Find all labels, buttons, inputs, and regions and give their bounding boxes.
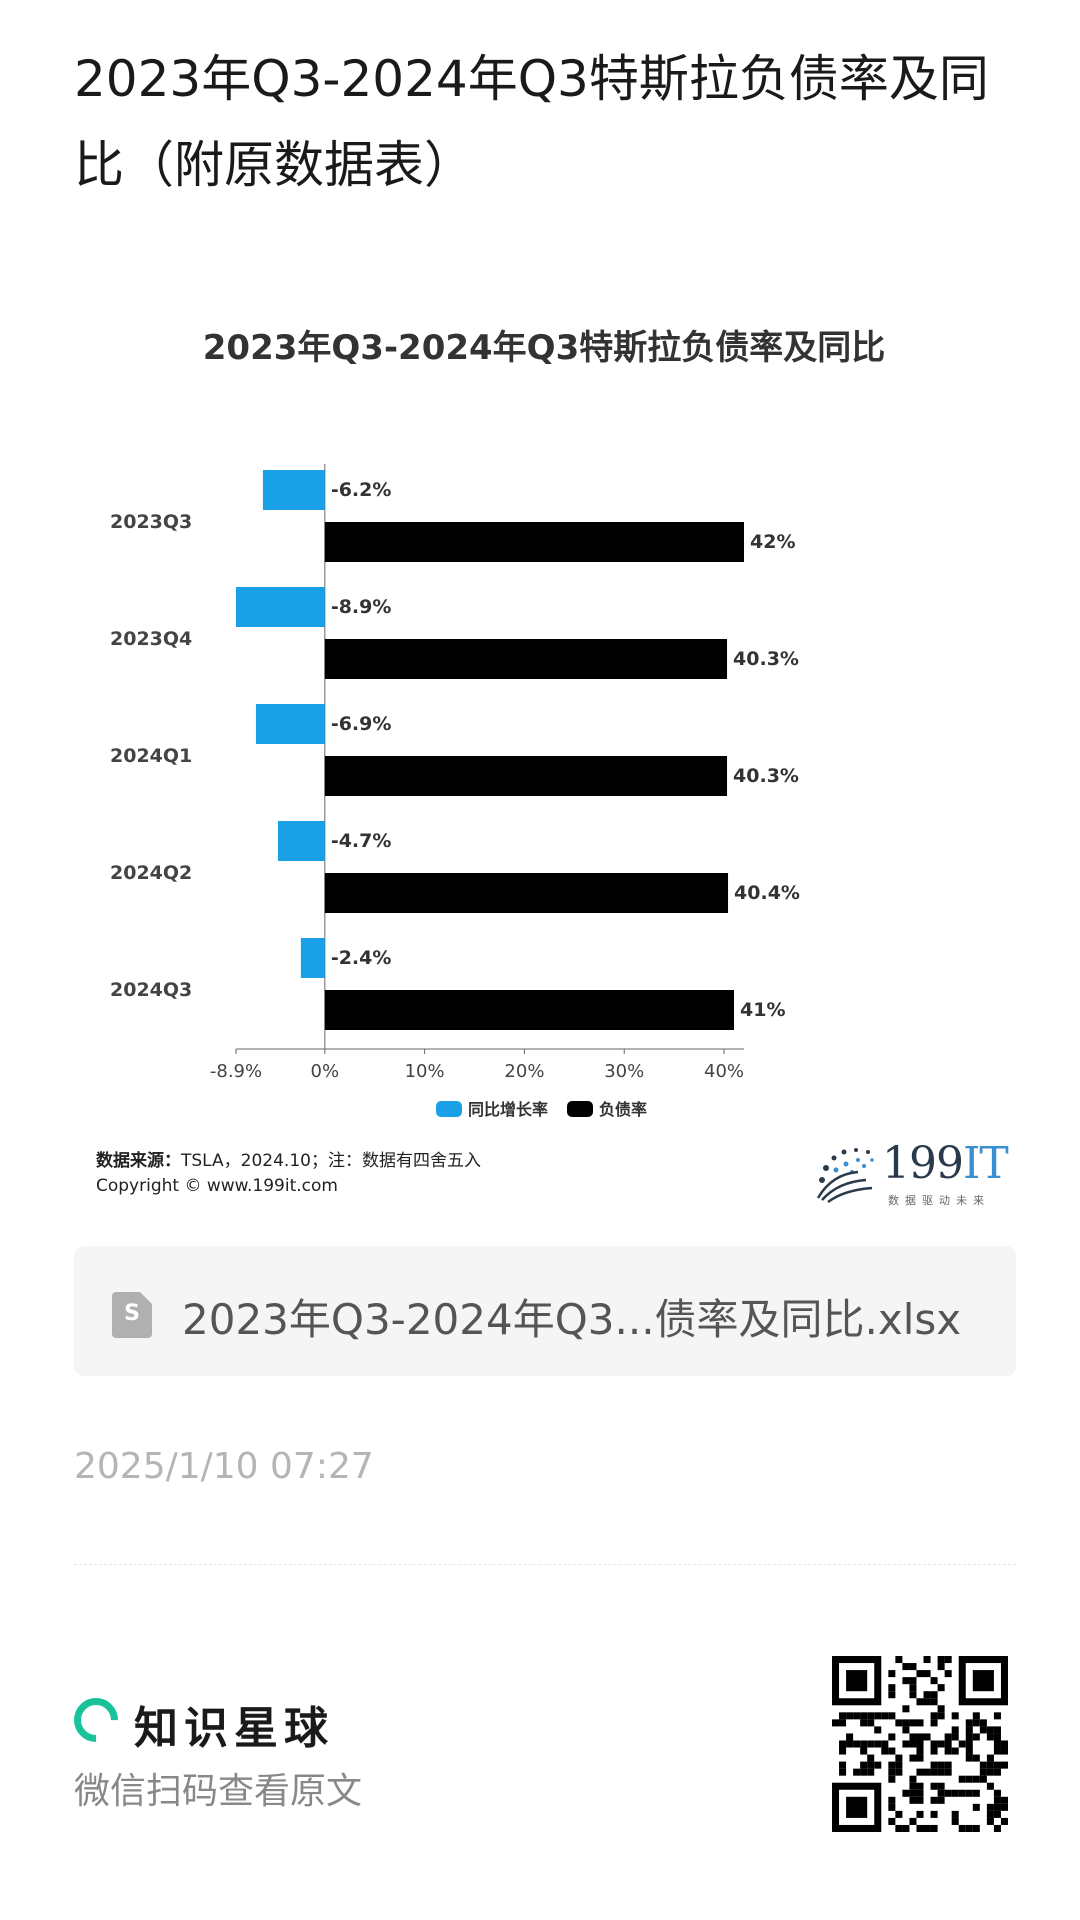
data-label: 40.4% [734, 882, 800, 904]
debt-ratio-bar [324, 990, 735, 1030]
data-source: 数据来源：TSLA，2024.10；注：数据有四舍五入 [96, 1146, 481, 1171]
data-label: 42% [750, 531, 795, 553]
copyright: Copyright © www.199it.com [96, 1176, 338, 1196]
chart-title: 2023年Q3-2024年Q3特斯拉负债率及同比 [202, 328, 886, 368]
divider [74, 1564, 1016, 1565]
data-source-text: TSLA，2024.10；注：数据有四舍五入 [181, 1151, 481, 1171]
yoy-bar [300, 938, 325, 978]
category-label: 2023Q4 [110, 628, 192, 650]
x-tick-label: 10% [405, 1061, 445, 1082]
debt-ratio-bar [324, 873, 729, 913]
data-label: -6.2% [331, 479, 392, 501]
publish-timestamp: 2025/1/10 07:27 [74, 1446, 374, 1487]
chart-card: 2023年Q3-2024年Q3特斯拉负债率及同比 2023Q3 -6.2% 42% 2… [74, 300, 1014, 1220]
spreadsheet-file-icon: S [112, 1292, 152, 1338]
logo-199it: 199IT 数据驱动未来 [812, 1134, 1009, 1210]
legend-swatch-yoy [436, 1101, 462, 1117]
qr-code-icon[interactable] [832, 1656, 1008, 1832]
logo-tagline: 数据驱动未来 [888, 1194, 990, 1207]
logo-text: 199IT [882, 1138, 1009, 1189]
legend-label: 负债率 [599, 1100, 647, 1119]
attachment-file-card[interactable]: S 2023年Q3-2024年Q3...债率及同比.xlsx [74, 1246, 1016, 1376]
yoy-bar [255, 704, 325, 744]
yoy-bar [236, 587, 325, 627]
data-label: 41% [740, 999, 785, 1021]
data-label: 40.3% [733, 648, 799, 670]
data-source-label: 数据来源： [96, 1151, 181, 1171]
scan-hint: 微信扫码查看原文 [74, 1771, 363, 1812]
category-label: 2024Q1 [110, 745, 192, 767]
x-tick-label: 20% [504, 1061, 544, 1082]
legend-label: 同比增长率 [468, 1100, 548, 1119]
data-label: 40.3% [733, 765, 799, 787]
category-label: 2023Q3 [110, 511, 192, 533]
category-label: 2024Q3 [110, 979, 192, 1001]
x-tick-label: 0% [311, 1061, 340, 1082]
data-label: -6.9% [331, 713, 392, 735]
data-label: -8.9% [331, 596, 392, 618]
brand-name: 知识星球 [134, 1703, 334, 1754]
debt-ratio-bar [324, 522, 744, 562]
category-label: 2024Q2 [110, 862, 192, 884]
x-tick-label: 30% [604, 1061, 644, 1082]
legend-swatch-debt [567, 1101, 593, 1117]
bar-chart: 2023Q3 -6.2% 42% 2023Q4 -8.9% 40.3% 2024Q1 -6.9… [110, 464, 800, 1119]
debt-ratio-bar [324, 639, 728, 679]
x-tick-label: 40% [704, 1061, 744, 1082]
logo-dots-icon [816, 1148, 874, 1204]
page-title: 2023年Q3-2024年Q3特斯拉负债率及同比（附原数据表） [74, 50, 989, 194]
attachment-file-name[interactable]: 2023年Q3-2024年Q3...债率及同比.xlsx [182, 1295, 962, 1344]
zsxq-logo-icon [64, 1688, 128, 1752]
yoy-bar [277, 821, 325, 861]
debt-ratio-bar [324, 756, 728, 796]
data-label: -4.7% [331, 830, 392, 852]
x-tick-label: -8.9% [210, 1061, 262, 1082]
yoy-bar [262, 470, 325, 510]
data-label: -2.4% [331, 947, 392, 969]
